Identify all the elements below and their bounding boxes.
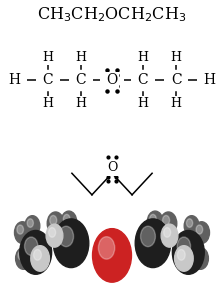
Text: H: H	[203, 73, 215, 87]
Text: O: O	[106, 73, 118, 87]
Circle shape	[63, 214, 70, 223]
Text: H: H	[9, 73, 21, 87]
Text: CH$_3$CH$_2$OCH$_2$CH$_3$: CH$_3$CH$_2$OCH$_2$CH$_3$	[37, 6, 187, 25]
Text: C: C	[76, 73, 86, 87]
Circle shape	[15, 222, 30, 243]
Text: H: H	[75, 51, 86, 64]
Circle shape	[50, 216, 57, 225]
Circle shape	[18, 251, 25, 260]
Circle shape	[161, 224, 178, 247]
Circle shape	[27, 219, 33, 227]
Circle shape	[25, 216, 40, 236]
Circle shape	[164, 227, 171, 237]
Circle shape	[194, 222, 209, 243]
Circle shape	[193, 248, 208, 269]
Text: C: C	[43, 73, 53, 87]
Circle shape	[174, 246, 193, 271]
Circle shape	[163, 216, 170, 225]
Circle shape	[59, 226, 73, 247]
Text: H: H	[138, 97, 149, 111]
Circle shape	[172, 231, 204, 274]
Text: O: O	[107, 161, 117, 174]
Circle shape	[147, 211, 163, 233]
Circle shape	[196, 225, 203, 234]
Text: H: H	[171, 97, 182, 111]
Circle shape	[16, 248, 31, 269]
Circle shape	[140, 226, 155, 247]
Circle shape	[177, 250, 185, 260]
Circle shape	[46, 224, 63, 247]
Circle shape	[195, 251, 202, 260]
Circle shape	[98, 237, 115, 259]
Text: H: H	[138, 51, 149, 64]
Circle shape	[160, 212, 177, 235]
Circle shape	[17, 225, 24, 234]
Text: H: H	[171, 51, 182, 64]
Circle shape	[61, 211, 77, 233]
Circle shape	[25, 237, 38, 255]
Circle shape	[49, 227, 56, 237]
Circle shape	[34, 250, 41, 260]
Circle shape	[135, 219, 171, 268]
Circle shape	[150, 214, 156, 223]
Text: C: C	[138, 73, 148, 87]
Circle shape	[47, 212, 64, 235]
Circle shape	[93, 229, 131, 282]
Circle shape	[20, 231, 52, 274]
Text: H: H	[75, 97, 86, 111]
Circle shape	[31, 246, 50, 271]
Text: H: H	[42, 51, 53, 64]
Text: C: C	[171, 73, 181, 87]
Circle shape	[53, 219, 89, 268]
Text: H: H	[42, 97, 53, 111]
Circle shape	[177, 237, 191, 255]
Circle shape	[184, 216, 199, 236]
Circle shape	[186, 219, 193, 227]
